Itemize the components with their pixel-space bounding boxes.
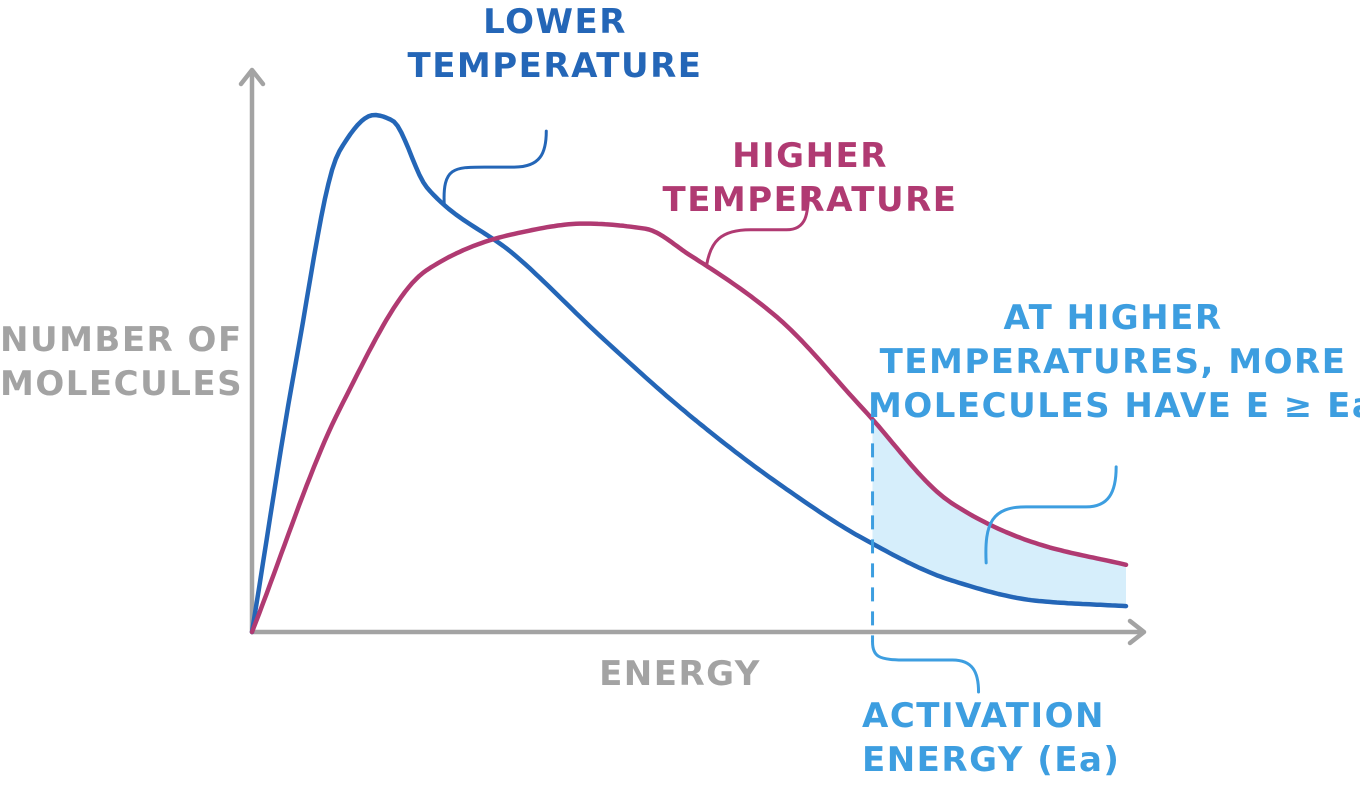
higher-temp-note-line-2: TEMPERATURES, MORE bbox=[879, 342, 1347, 382]
lower-temperature-label: LOWER TEMPERATURE bbox=[400, 0, 710, 88]
higher-temp-note-leader-line bbox=[984, 465, 1118, 565]
x-axis-arrowhead bbox=[1127, 618, 1147, 646]
lower-temperature-label-line-1: LOWER bbox=[483, 2, 627, 42]
higher-temperature-label-line-2: TEMPERATURE bbox=[662, 180, 958, 220]
lower-temperature-label-line-2: TEMPERATURE bbox=[407, 46, 703, 86]
activation-energy-note-line-1: ACTIVATION bbox=[862, 696, 1105, 736]
higher-temperature-label-line-1: HIGHER bbox=[732, 136, 888, 176]
higher-temp-note: AT HIGHER TEMPERATURES, MORE MOLECULES H… bbox=[868, 296, 1360, 428]
higher-temperature-curve bbox=[249, 221, 1129, 635]
activation-energy-note-line-2: ENERGY (Ea) bbox=[862, 740, 1121, 780]
y-axis-arrowhead bbox=[238, 67, 266, 87]
lower-temperature-leader-line bbox=[442, 129, 548, 207]
y-axis-label-line-1: NUMBER OF bbox=[0, 320, 243, 360]
y-axis-label: NUMBER OF MOLECULES bbox=[0, 318, 244, 406]
activation-energy-shaded-area bbox=[872, 419, 1126, 607]
activation-energy-leader-line bbox=[871, 640, 981, 694]
axes bbox=[238, 67, 1147, 646]
activation-energy-note: ACTIVATION ENERGY (Ea) bbox=[862, 694, 1162, 782]
higher-temp-note-line-1: AT HIGHER bbox=[1003, 298, 1223, 338]
x-axis-label-line: ENERGY bbox=[599, 654, 761, 694]
higher-temp-note-line-3: MOLECULES HAVE E ≥ Ea bbox=[868, 386, 1360, 426]
lower-temperature-curve bbox=[249, 112, 1129, 635]
higher-temperature-label: HIGHER TEMPERATURE bbox=[655, 134, 965, 222]
higher-temperature-leader-line bbox=[704, 188, 810, 268]
x-axis-label: ENERGY bbox=[580, 652, 780, 696]
y-axis-label-line-2: MOLECULES bbox=[0, 364, 244, 404]
